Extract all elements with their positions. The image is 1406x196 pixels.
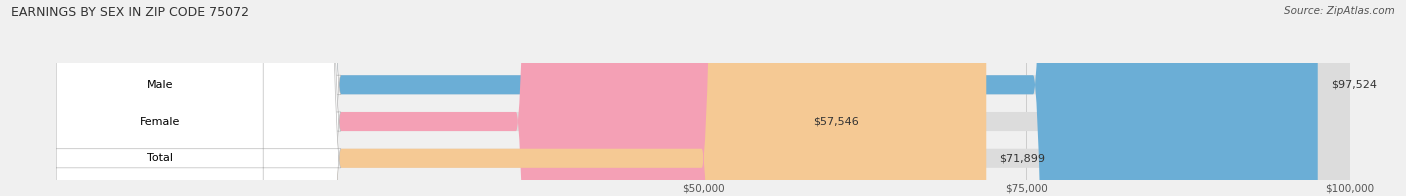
Text: Source: ZipAtlas.com: Source: ZipAtlas.com (1284, 6, 1395, 16)
FancyBboxPatch shape (56, 0, 1317, 196)
FancyBboxPatch shape (56, 0, 986, 196)
FancyBboxPatch shape (0, 0, 340, 196)
Text: $97,524: $97,524 (1330, 80, 1376, 90)
FancyBboxPatch shape (56, 0, 1350, 196)
Text: Male: Male (146, 80, 173, 90)
Text: $71,899: $71,899 (1000, 153, 1045, 163)
Text: Female: Female (139, 116, 180, 127)
FancyBboxPatch shape (0, 0, 340, 196)
Text: $57,546: $57,546 (814, 116, 859, 127)
Text: Total: Total (146, 153, 173, 163)
FancyBboxPatch shape (56, 0, 1350, 196)
FancyBboxPatch shape (0, 0, 340, 196)
Text: EARNINGS BY SEX IN ZIP CODE 75072: EARNINGS BY SEX IN ZIP CODE 75072 (11, 6, 249, 19)
FancyBboxPatch shape (56, 0, 800, 196)
FancyBboxPatch shape (56, 0, 1350, 196)
